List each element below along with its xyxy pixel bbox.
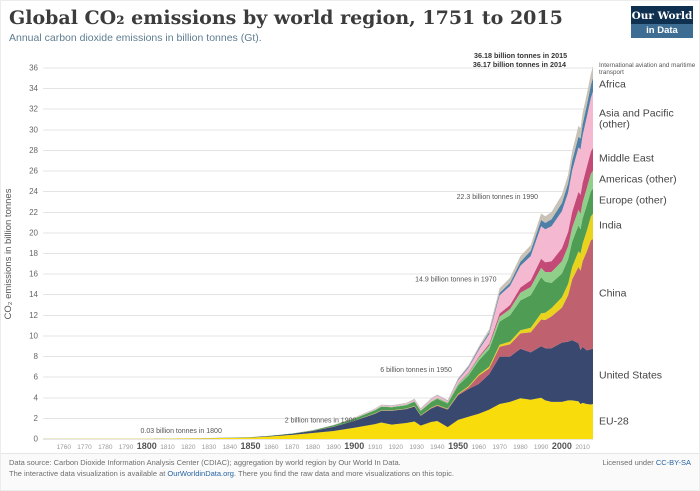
annotation: 6 billion tonnes in 1950	[380, 367, 452, 374]
footer-notes: Data source: Carbon Dioxide Information …	[9, 458, 454, 490]
x-tick-label: 1810	[160, 444, 175, 451]
y-tick-label: 22	[29, 208, 38, 217]
x-tick-label: 1930	[409, 444, 424, 451]
interactive-note-post: . There you find the raw data and more v…	[233, 468, 454, 478]
license-link[interactable]: CC-BY-SA	[655, 458, 691, 467]
y-tick-label: 34	[29, 84, 38, 93]
y-tick-label: 6	[34, 373, 39, 382]
legend-americas-other[interactable]: Americas (other)	[599, 172, 677, 185]
page-title: Global CO₂ emissions by world region, 17…	[9, 7, 563, 29]
legend-china[interactable]: China	[599, 287, 627, 300]
data-source-note: Data source: Carbon Dioxide Information …	[9, 458, 401, 467]
y-tick-label: 14	[29, 290, 38, 299]
chart-header: Global CO₂ emissions by world region, 17…	[1, 1, 699, 51]
interactive-note-pre: The interactive data visualization is av…	[9, 468, 168, 478]
owid-logo[interactable]: Our World in Data	[631, 6, 693, 38]
x-tick-label: 1870	[285, 444, 300, 451]
x-tick-label: 1890	[326, 444, 341, 451]
y-tick-label: 0	[34, 435, 39, 444]
x-tick-label: 1990	[534, 444, 549, 451]
legend-asia-and-pacific-other[interactable]: Asia and Pacific (other)	[599, 107, 674, 131]
x-tick-label: 1800	[137, 441, 157, 451]
annotation: 0.03 billion tonnes in 1800	[141, 428, 222, 435]
y-tick-label: 8	[34, 352, 39, 361]
license-note: Licensed under CC-BY-SA	[592, 458, 691, 490]
y-tick-label: 30	[29, 125, 38, 134]
x-tick-label: 2010	[575, 444, 590, 451]
y-tick-label: 36	[29, 64, 38, 73]
x-tick-label: 1960	[472, 444, 487, 451]
x-tick-label: 1850	[240, 441, 260, 451]
chart-area: CO₂ emissions in billion tonnes 0 2 4 6 8 10 1…	[1, 51, 699, 453]
interactive-note: The interactive data visualization is av…	[9, 469, 454, 480]
x-tick-label: 1950	[448, 441, 468, 451]
legend-india[interactable]: India	[599, 219, 622, 232]
chart-footer: Data source: Carbon Dioxide Information …	[1, 453, 699, 490]
x-tick-label: 1830	[202, 444, 217, 451]
y-tick-label: 20	[29, 228, 38, 237]
x-tick-label: 1790	[119, 444, 134, 451]
x-tick-label: 1820	[181, 444, 196, 451]
legend-international-aviation-and-maritime-transport[interactable]: International aviation and maritime tran…	[599, 61, 696, 76]
annotation: 2 billion tonnes in 1900	[285, 418, 357, 425]
area-eu-28[interactable]	[45, 397, 594, 439]
y-tick-label: 12	[29, 311, 38, 320]
x-tick-label: 2000	[552, 441, 572, 451]
x-tick-label: 1770	[77, 444, 92, 451]
x-tick-label: 1760	[57, 444, 72, 451]
annotation: 14.9 billion tonnes in 1970	[415, 276, 496, 283]
x-tick-label: 1940	[430, 444, 445, 451]
x-tick-label: 1780	[98, 444, 113, 451]
x-tick-label: 1840	[223, 444, 238, 451]
x-tick-label: 1910	[368, 444, 383, 451]
x-tick-label: 1880	[306, 444, 321, 451]
y-tick-label: 24	[29, 187, 38, 196]
annotation: 36.17 billion tonnes in 2014	[473, 60, 566, 69]
annotation: 22.3 billion tonnes in 1990	[457, 194, 538, 201]
y-tick-label: 16	[29, 270, 38, 279]
x-tick-label: 1900	[344, 441, 364, 451]
logo-text-bottom: in Data	[631, 24, 693, 38]
legend-africa[interactable]: Africa	[599, 77, 626, 90]
x-tick-label: 1860	[264, 444, 279, 451]
y-tick-label: 28	[29, 146, 38, 155]
y-tick-label: 32	[29, 105, 38, 114]
title-block: Global CO₂ emissions by world region, 17…	[9, 6, 563, 44]
x-tick-label: 1970	[492, 444, 507, 451]
legend-eu-28[interactable]: EU-28	[599, 414, 629, 427]
logo-text-top: Our World	[631, 10, 693, 22]
x-tick-label: 1920	[389, 444, 404, 451]
legend-europe-other[interactable]: Europe (other)	[599, 194, 667, 207]
legend-middle-east[interactable]: Middle East	[599, 152, 654, 165]
y-tick-label: 26	[29, 167, 38, 176]
legend-united-states[interactable]: United States	[599, 369, 663, 382]
annotation: 36.18 billion tonnes in 2015	[474, 51, 567, 60]
chart-subtitle: Annual carbon dioxide emissions in billi…	[9, 32, 262, 44]
owid-link[interactable]: OurWorldinData.org	[167, 468, 234, 478]
y-tick-label: 10	[29, 331, 38, 340]
y-tick-label: 18	[29, 249, 38, 258]
area-united-states[interactable]	[45, 340, 594, 439]
license-pre: Licensed under	[602, 458, 656, 467]
y-tick-label: 2	[34, 414, 39, 423]
y-tick-label: 4	[34, 393, 39, 402]
x-tick-label: 1980	[513, 444, 528, 451]
